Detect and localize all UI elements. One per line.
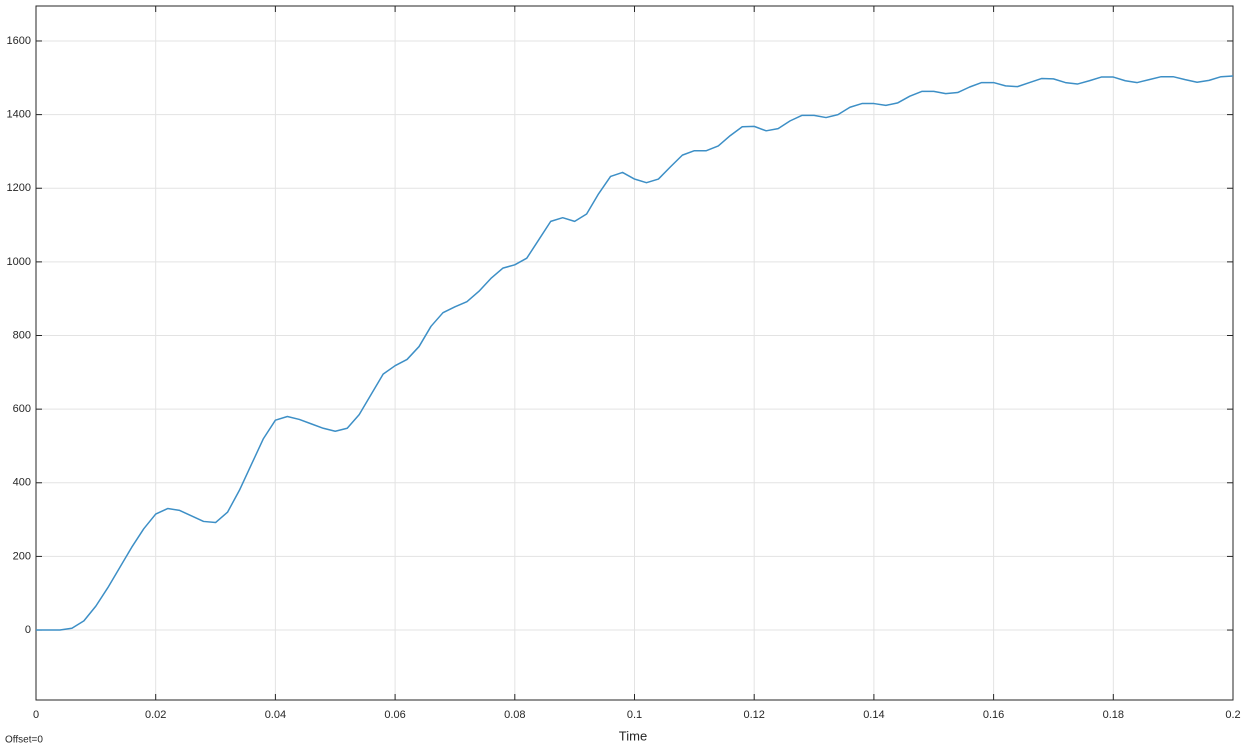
annotation: Offset=0 [5, 735, 43, 746]
x-axis-label: Time [619, 728, 647, 743]
x-tick-label: 0 [33, 709, 39, 721]
y-tick-label: 400 [13, 477, 31, 489]
data-line [36, 75, 1234, 631]
x-tick-label: 0.04 [265, 709, 286, 721]
y-tick-label: 200 [13, 550, 31, 562]
x-tick-label: 0.1 [627, 709, 642, 721]
y-tick-label: 800 [13, 329, 31, 341]
y-tick-label: 1600 [7, 35, 31, 47]
x-tick-label: 0.14 [863, 709, 884, 721]
x-tick-label: 0.12 [743, 709, 764, 721]
x-tick-label: 0.06 [384, 709, 405, 721]
x-tick-label: 0.18 [1103, 709, 1124, 721]
x-tick-label: 0.08 [504, 709, 525, 721]
y-tick-label: 1000 [7, 256, 31, 268]
x-tick-label: 0.2 [1225, 709, 1240, 721]
y-tick-label: 1200 [7, 182, 31, 194]
x-tick-label: 0.16 [983, 709, 1004, 721]
y-tick-label: 0 [25, 624, 31, 636]
plot-border [35, 5, 1234, 701]
y-tick-label: 600 [13, 403, 31, 415]
x-tick-label: 0.02 [145, 709, 166, 721]
y-tick-label: 1400 [7, 109, 31, 121]
